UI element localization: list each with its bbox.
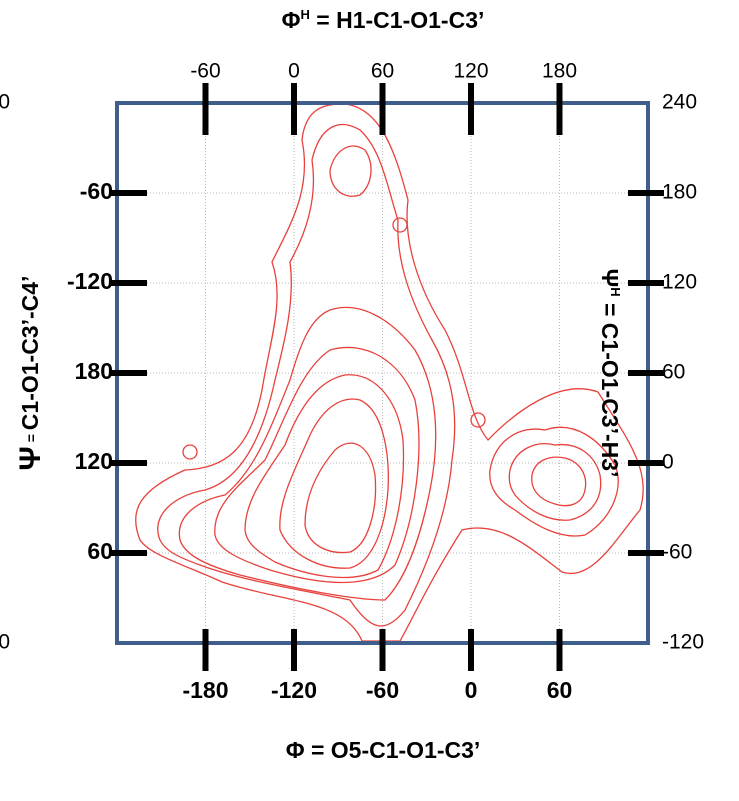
contour	[304, 442, 377, 554]
y2-tick-label: 240	[662, 91, 697, 114]
x2-tick-label: 180	[542, 60, 577, 83]
contour	[214, 346, 420, 584]
contour	[531, 456, 587, 507]
x-tick-label: -180	[182, 677, 228, 703]
contour	[178, 306, 437, 601]
contour	[470, 412, 486, 428]
y2-axis-title: ΨH = C1-O1-C3’-H3’	[597, 269, 623, 478]
contour	[244, 374, 405, 579]
y-axis-title: Ψ = C1-O1-C3’-C4’	[14, 276, 47, 471]
x2-tick-label: 120	[453, 60, 488, 83]
superscript: H	[301, 7, 310, 22]
y2-tick-label: 180	[662, 181, 697, 204]
x2-tick-label: 60	[371, 60, 394, 83]
x-tick-label: 60	[547, 677, 573, 703]
label-text: =	[23, 430, 39, 446]
symbol: Ψ	[14, 446, 47, 470]
contour	[392, 217, 408, 233]
y2-tick-label: -120	[662, 631, 704, 654]
x-tick-label: -60	[366, 677, 399, 703]
x2-axis-title: ΦH = H1-C1-O1-C3’	[282, 7, 485, 33]
label-text: C1-O1-C3’-C4’	[17, 276, 43, 431]
contour	[279, 398, 389, 569]
grid	[117, 103, 648, 643]
y-tick-label: 60	[87, 538, 113, 564]
contours	[135, 103, 644, 642]
y-tick-label: 0	[0, 631, 10, 654]
contour	[157, 124, 456, 627]
symbol: Φ	[282, 7, 301, 33]
y2-tick-label: 120	[662, 271, 697, 294]
y-tick-label: 120	[75, 448, 113, 474]
y2-tick-label: -60	[662, 541, 692, 564]
y2-tick-label: 60	[662, 361, 685, 384]
x2-tick-label: 0	[288, 60, 300, 83]
x-axis-title: Φ = O5-C1-O1-C3’	[286, 737, 481, 763]
x-tick-label: -120	[271, 677, 317, 703]
ticks: -180 -120 -60 0 60 -60 0 60 120 180 0 -60 -120 180 120…	[0, 60, 704, 704]
y2-tick-label: 0	[662, 451, 674, 474]
superscript: H	[608, 287, 623, 296]
contour	[135, 103, 644, 642]
y-tick-label: 180	[75, 358, 113, 384]
contour	[489, 426, 619, 537]
y-tick-label: -60	[80, 178, 113, 204]
contour	[508, 443, 602, 521]
contour	[182, 444, 198, 460]
x-tick-label: 0	[465, 677, 478, 703]
y-tick-label: 0	[0, 91, 10, 114]
x2-tick-label: -60	[190, 60, 220, 83]
label-text: = H1-C1-O1-C3’	[310, 7, 484, 33]
label-text: = C1-O1-C3’-H3’	[597, 297, 623, 478]
symbol: Ψ	[597, 269, 623, 288]
y-tick-label: -120	[67, 268, 113, 294]
contour	[329, 145, 372, 197]
